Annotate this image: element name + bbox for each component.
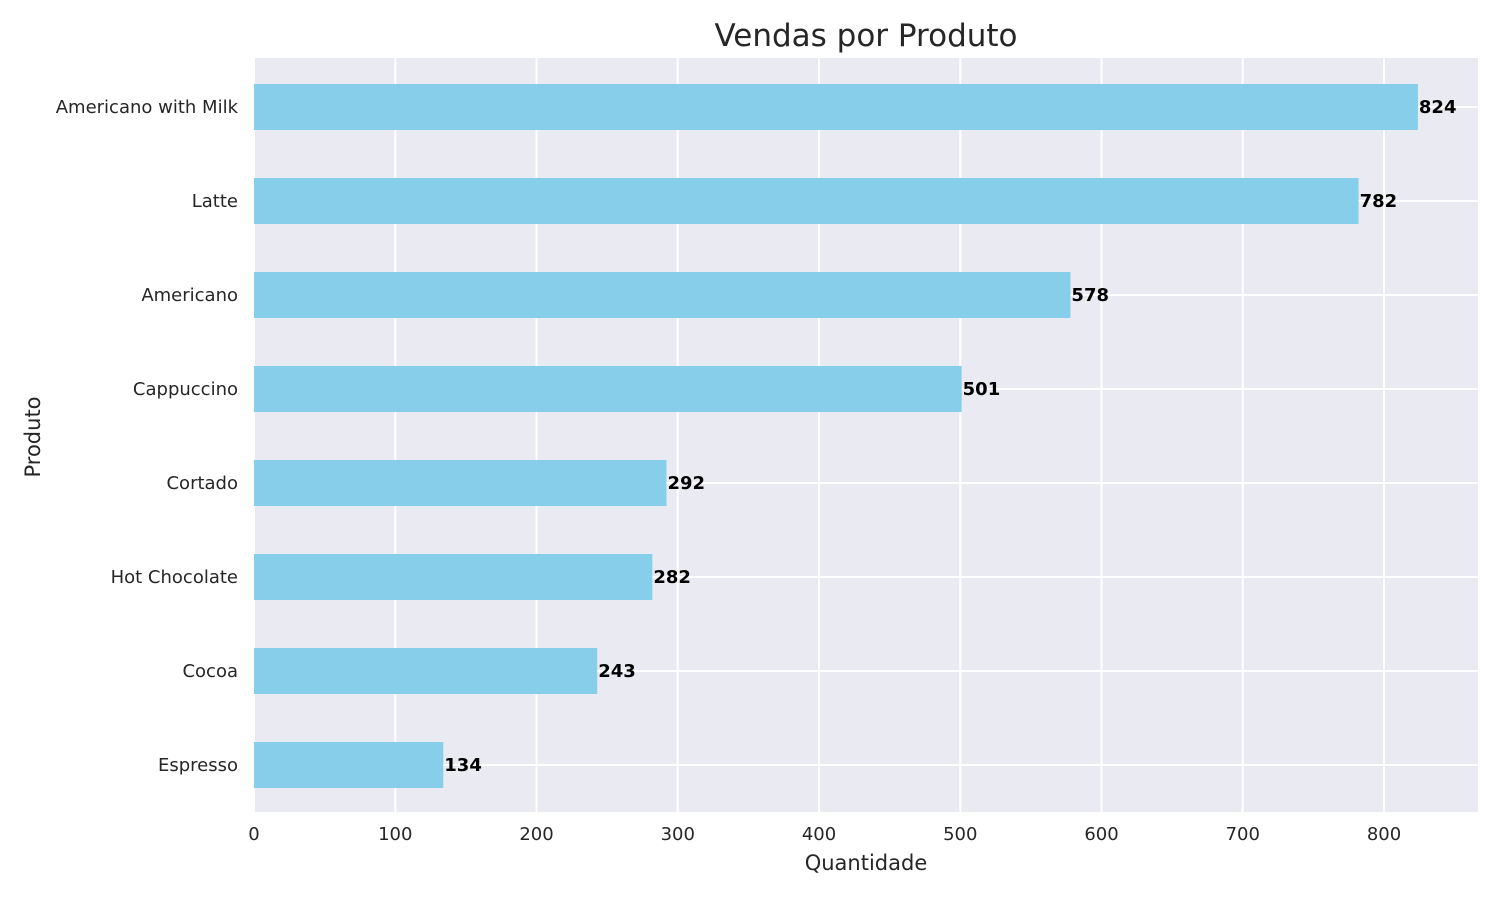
value-label: 501	[963, 379, 1001, 400]
bar	[254, 366, 962, 412]
value-labels: 824 782 578 501 292 282 243 134	[444, 97, 1456, 776]
chart-title: Vendas por Produto	[714, 18, 1017, 54]
value-label: 282	[653, 567, 691, 588]
y-tick-label: Americano with Milk	[56, 97, 239, 118]
x-tick-label: 200	[519, 824, 553, 845]
x-tick-label: 100	[378, 824, 412, 845]
y-axis-label: Produto	[21, 396, 45, 477]
x-tick-labels: 0 100 200 300 400 500 600 700 800	[248, 824, 1401, 845]
value-label: 824	[1419, 97, 1457, 118]
value-label: 243	[598, 661, 636, 682]
bar	[254, 554, 653, 600]
y-tick-label: Hot Chocolate	[111, 567, 238, 588]
x-tick-label: 700	[1226, 824, 1260, 845]
x-tick-label: 0	[248, 824, 259, 845]
x-tick-label: 800	[1367, 824, 1401, 845]
y-tick-label: Latte	[192, 191, 238, 212]
bar	[254, 178, 1359, 224]
x-tick-label: 500	[943, 824, 977, 845]
plot-area	[254, 58, 1478, 812]
bar	[254, 84, 1418, 130]
bar	[254, 742, 444, 788]
value-label: 782	[1360, 191, 1398, 212]
y-tick-label: Cortado	[166, 473, 238, 494]
bar	[254, 648, 598, 694]
x-axis-label: Quantidade	[805, 851, 928, 875]
y-tick-label: Espresso	[158, 755, 238, 776]
x-tick-label: 400	[802, 824, 836, 845]
y-tick-labels: Americano with Milk Latte Americano Cappucc…	[56, 97, 239, 776]
x-tick-label: 600	[1084, 824, 1118, 845]
bar	[254, 272, 1071, 318]
value-label: 134	[444, 755, 482, 776]
x-tick-label: 300	[661, 824, 695, 845]
value-label: 578	[1071, 285, 1109, 306]
y-tick-label: Americano	[141, 285, 238, 306]
bars	[254, 84, 1418, 788]
y-tick-label: Cocoa	[182, 661, 238, 682]
value-label: 292	[667, 473, 705, 494]
bar	[254, 460, 667, 506]
y-tick-label: Cappuccino	[133, 379, 238, 400]
